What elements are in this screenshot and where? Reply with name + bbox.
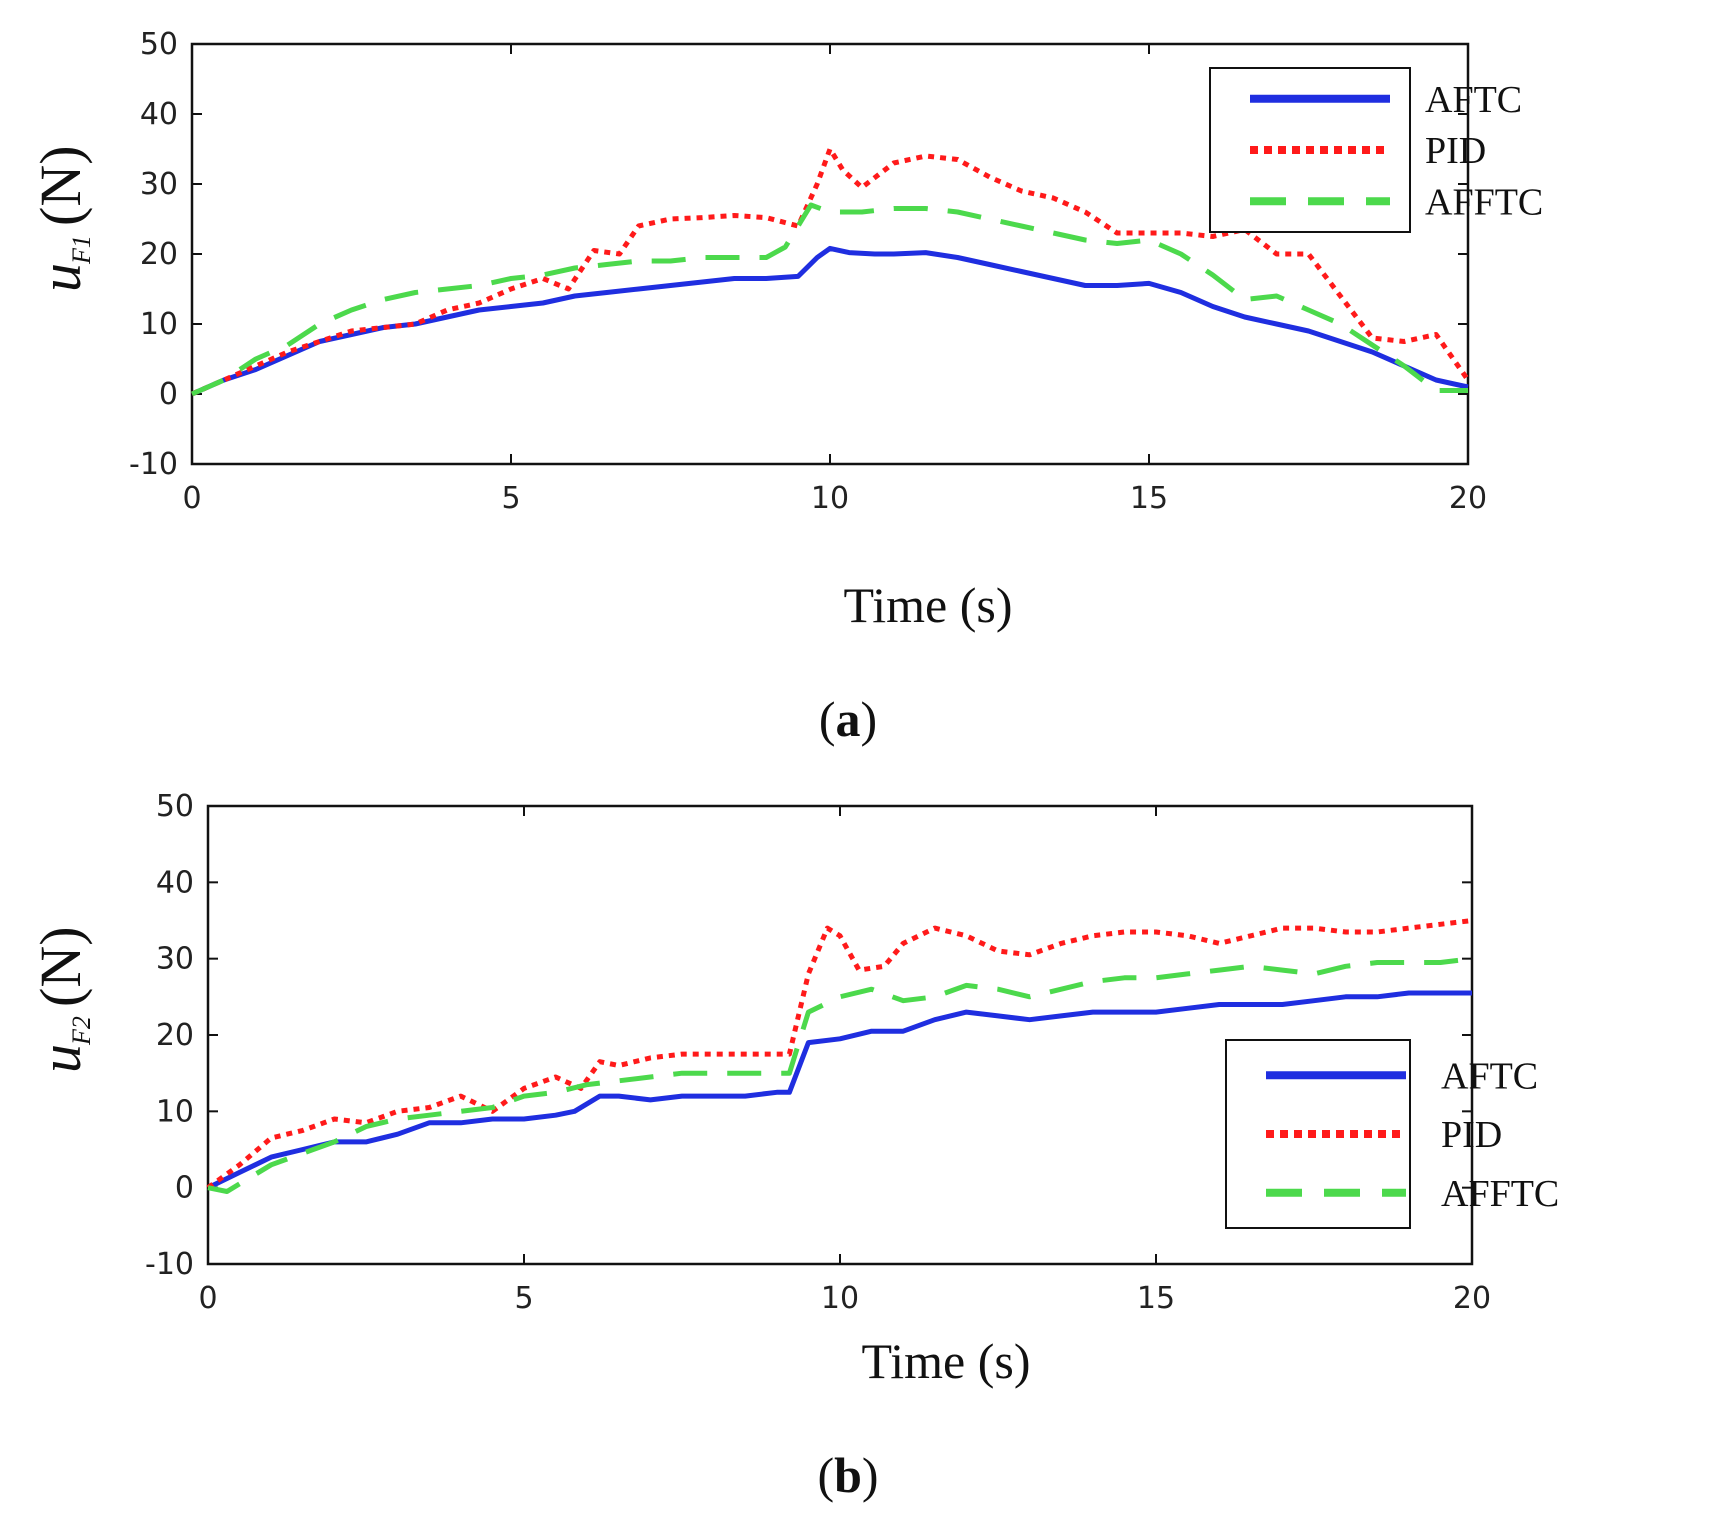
y-tick-label-b: -10 (145, 1247, 194, 1282)
y-tick-label-a: 20 (140, 237, 178, 272)
y-tick-label-a: 10 (140, 307, 178, 342)
x-tick-label-b: 0 (198, 1281, 217, 1316)
y-tick-label-a: 50 (140, 27, 178, 62)
y-tick-label-a: 0 (159, 377, 178, 412)
x-tick-label-a: 10 (811, 481, 849, 516)
y-axis-subscript-a: F1 (67, 235, 96, 265)
series-line-aftc-a (190, 245, 1469, 397)
panel-letter-b: b (834, 1447, 862, 1503)
x-tick-label-b: 10 (821, 1281, 859, 1316)
y-tick-label-a: -10 (129, 447, 178, 482)
y-axis-unit-b: (N) (28, 926, 93, 1007)
legend-a: AFTC PID AFFTC (1209, 67, 1543, 233)
panel-letter-a: a (836, 691, 861, 747)
series-line-aftc-b (206, 990, 1472, 1190)
y-axis-subscript-b: F2 (67, 1016, 96, 1046)
panel-caption-a: (a) (819, 691, 877, 747)
x-axis-title-b: Time (s) (861, 1333, 1030, 1389)
panel-caption-b: (b) (817, 1447, 878, 1503)
y-tick-label-a: 40 (140, 97, 178, 132)
x-tick-label-b: 5 (514, 1281, 533, 1316)
x-tick-label-a: 5 (501, 481, 520, 516)
y-axis-symbol-b: u (28, 1044, 93, 1073)
y-tick-label-b: 50 (156, 789, 194, 824)
y-tick-label-b: 20 (156, 1018, 194, 1053)
y-tick-label-b: 10 (156, 1094, 194, 1129)
y-axis-unit-a: (N) (28, 145, 93, 226)
y-axis-symbol-a: u (28, 263, 93, 292)
x-tick-label-b: 20 (1453, 1281, 1491, 1316)
y-tick-label-b: 40 (156, 865, 194, 900)
legend-label-pid-b: PID (1441, 1114, 1502, 1156)
legend-b: AFTC PID AFFTC (1225, 1039, 1559, 1229)
series-line-afftc-b (207, 956, 1473, 1194)
series-layer-b (206, 918, 1473, 1194)
legend-label-pid-a: PID (1425, 130, 1486, 172)
y-tick-label-a: 30 (140, 167, 178, 202)
legend-label-aftc-b: AFTC (1441, 1055, 1538, 1097)
series-line-afftc-a (190, 202, 1468, 397)
legend-label-aftc-a: AFTC (1425, 79, 1522, 121)
x-tick-label-b: 15 (1137, 1281, 1175, 1316)
series-line-pid-b (206, 918, 1473, 1190)
x-tick-label-a: 20 (1449, 481, 1487, 516)
x-tick-label-a: 15 (1130, 481, 1168, 516)
x-axis-title-a: Time (s) (843, 577, 1012, 633)
y-tick-label-b: 30 (156, 942, 194, 977)
legend-label-afftc-a: AFFTC (1425, 181, 1543, 223)
y-tick-label-b: 0 (175, 1171, 194, 1206)
y-axis-title-a: u F1 (N) (28, 145, 96, 292)
x-tick-label-a: 0 (182, 481, 201, 516)
legend-label-afftc-b: AFFTC (1441, 1173, 1559, 1215)
y-axis-title-b: u F2 (N) (28, 926, 96, 1073)
